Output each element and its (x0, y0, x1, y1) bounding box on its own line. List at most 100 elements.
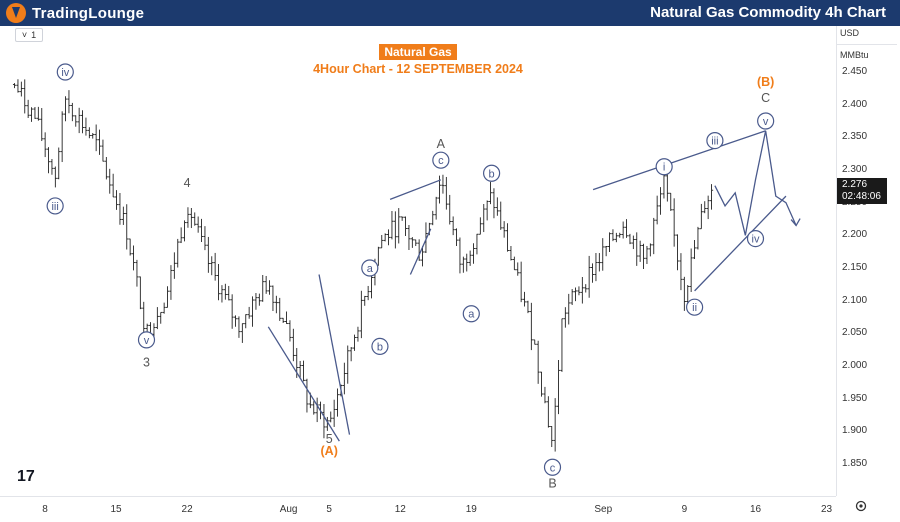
y-tick-label: 2.050 (842, 327, 868, 339)
last-price: 2.276 (842, 178, 868, 190)
candle (478, 217, 482, 235)
candle (216, 264, 221, 301)
wave-label-text: v (144, 335, 150, 347)
x-tick-label: 16 (749, 504, 762, 515)
bar-countdown: 02:48:06 (842, 190, 881, 202)
x-tick-label: 12 (394, 504, 406, 515)
wave-label-text: C (761, 91, 770, 105)
wave-label-text: iv (61, 67, 69, 79)
candle (274, 295, 278, 314)
logo-text: TradingLounge (32, 4, 145, 22)
candle (182, 220, 187, 242)
wave-label: A (437, 137, 446, 151)
interval-selector[interactable]: ˅ 1 (15, 28, 43, 42)
candle (376, 246, 380, 267)
settings-gear-icon[interactable] (854, 499, 868, 513)
candle (400, 216, 404, 221)
candle (281, 317, 285, 323)
logo-icon (6, 3, 26, 23)
candle (573, 287, 578, 302)
chevron-down-icon: ˅ (21, 30, 28, 40)
candle (383, 233, 387, 242)
candle (67, 90, 71, 114)
wave-label: i (655, 158, 673, 176)
price-axis[interactable] (836, 26, 900, 496)
candle (254, 293, 258, 310)
candle (80, 110, 85, 134)
candle (390, 210, 394, 240)
candle (550, 426, 554, 448)
candle (621, 221, 625, 239)
candle (638, 240, 642, 262)
candle (325, 416, 329, 431)
candle (359, 290, 363, 339)
y-tick-label: 2.350 (842, 131, 868, 143)
candle (111, 173, 115, 198)
candle (43, 132, 47, 158)
candle (70, 102, 74, 122)
candle (536, 340, 540, 384)
tradingview-logo: 17 (17, 468, 35, 485)
candle (417, 239, 421, 261)
candle (199, 218, 204, 242)
y-tick-label: 2.200 (842, 229, 868, 241)
candle (332, 399, 336, 427)
candle (193, 212, 197, 226)
x-tick-label: 9 (681, 504, 688, 515)
candle (410, 237, 414, 248)
candle (397, 208, 401, 244)
candle (227, 285, 231, 301)
candle (298, 360, 302, 379)
candle (563, 307, 567, 328)
candle (414, 239, 418, 247)
x-tick-label: 8 (42, 504, 48, 515)
wave-label: B (548, 477, 556, 491)
wave-trendlines (267, 130, 801, 442)
candle (29, 107, 34, 122)
candle (499, 201, 503, 230)
candle (529, 302, 533, 351)
candle (165, 286, 170, 308)
candle (468, 250, 472, 266)
candle (631, 235, 635, 250)
wave-label: b (371, 337, 389, 355)
candle (247, 306, 251, 319)
candle (706, 195, 710, 220)
candle (57, 147, 61, 180)
wave-label: iii (706, 132, 724, 150)
wave-label: c (543, 458, 562, 476)
brand-logo: TradingLounge (6, 3, 144, 23)
x-tick-label: 5 (326, 504, 332, 515)
candle (186, 207, 190, 228)
candle (703, 201, 707, 214)
candle (264, 275, 268, 294)
currency-label: USD (840, 28, 860, 38)
wave-label: C (761, 91, 770, 105)
candle (505, 223, 510, 252)
time-axis[interactable] (0, 496, 836, 522)
candle (210, 256, 214, 276)
wave-label-text: a (367, 263, 374, 275)
candle (108, 168, 112, 194)
interval-value: 1 (31, 30, 37, 40)
candle (60, 111, 64, 163)
wave-label-text: b (377, 341, 383, 353)
candle (488, 181, 493, 205)
candle (206, 236, 210, 273)
candle (448, 194, 452, 225)
y-tick-label: 2.100 (842, 294, 868, 306)
candle (386, 229, 391, 246)
candle (16, 79, 20, 93)
candle (618, 232, 622, 238)
candle (648, 243, 652, 257)
candle (329, 411, 333, 423)
candle (342, 362, 346, 395)
candle (543, 386, 547, 404)
wave-label-text: b (489, 168, 495, 180)
y-tick-label: 2.300 (842, 164, 868, 175)
candle (512, 256, 516, 271)
candle (577, 286, 581, 296)
candle (223, 283, 227, 300)
